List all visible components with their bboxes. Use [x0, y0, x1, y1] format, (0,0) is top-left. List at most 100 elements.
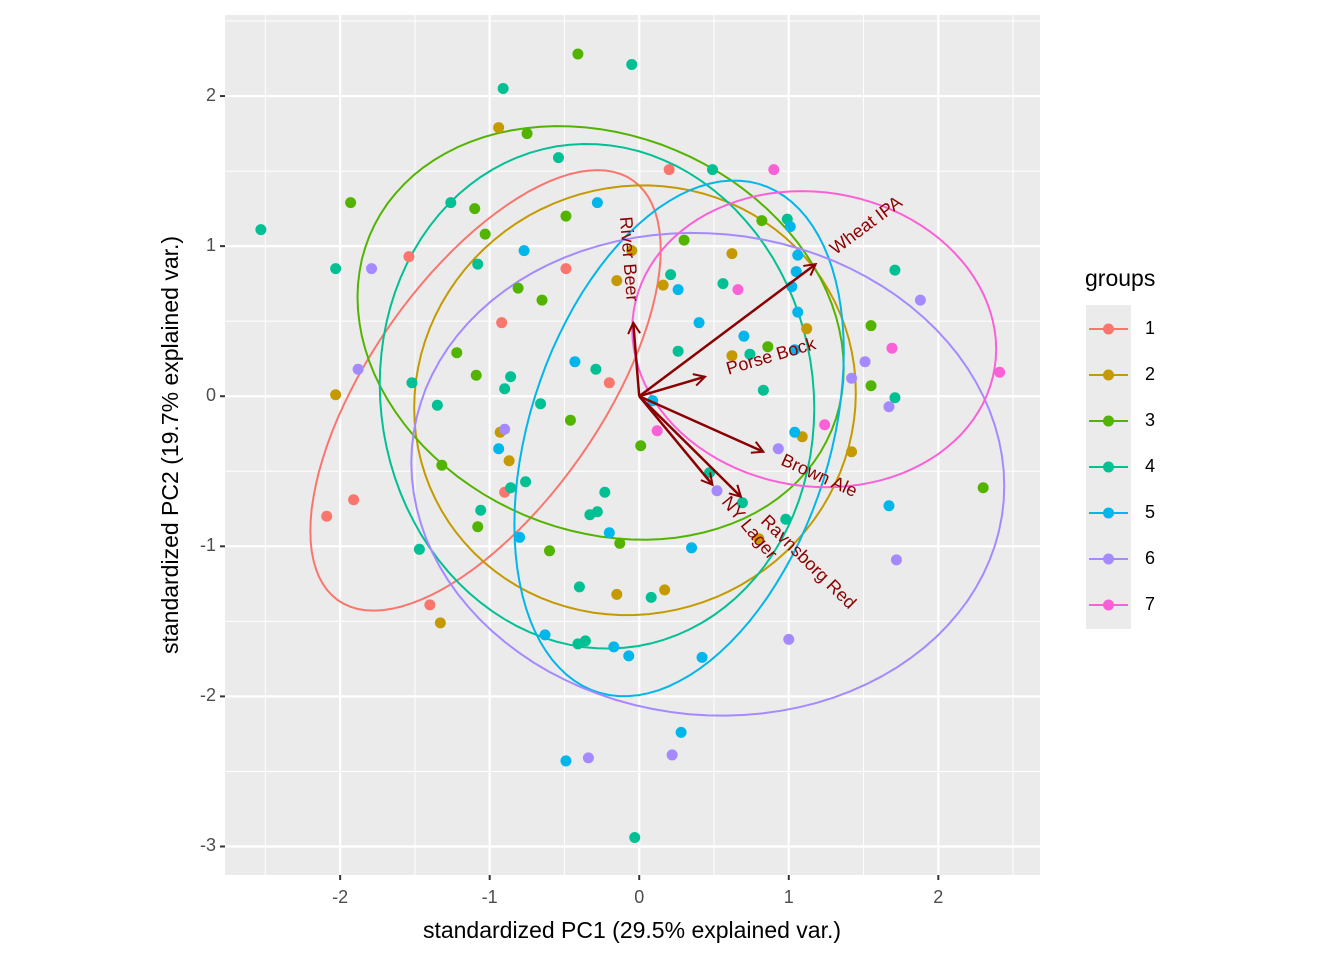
x-tick-label: 1 — [784, 887, 794, 907]
point — [255, 224, 267, 236]
y-tick-label: -3 — [200, 835, 216, 855]
point — [659, 584, 671, 596]
loading-arrow — [638, 264, 815, 398]
point — [505, 371, 517, 383]
group-ellipse — [513, 179, 845, 698]
point — [591, 197, 603, 209]
point — [493, 122, 505, 134]
legend-label: 1 — [1145, 318, 1155, 338]
point — [784, 221, 796, 233]
point — [792, 249, 804, 261]
point — [623, 650, 635, 662]
legend-key-point — [1103, 553, 1114, 565]
loading-arrow — [638, 395, 763, 452]
legend-key-point — [1103, 599, 1114, 611]
point — [801, 323, 813, 335]
point — [560, 263, 572, 275]
legend-key-point — [1103, 461, 1114, 473]
point — [552, 152, 564, 164]
point — [590, 363, 602, 375]
y-tick-label: -1 — [200, 535, 216, 555]
point — [503, 455, 515, 467]
point — [608, 641, 620, 653]
legend-label: 3 — [1145, 410, 1155, 430]
point — [520, 476, 532, 488]
point — [573, 581, 585, 593]
point — [512, 282, 524, 294]
points — [255, 48, 1006, 843]
point — [883, 401, 895, 413]
point — [582, 752, 594, 764]
legend-key-point — [1103, 369, 1114, 381]
point — [572, 48, 584, 60]
point — [436, 459, 448, 471]
point — [321, 510, 333, 522]
point — [603, 377, 615, 389]
point — [434, 617, 446, 629]
point — [757, 384, 769, 396]
point — [914, 294, 926, 306]
point — [890, 554, 902, 566]
point — [611, 275, 623, 287]
y-tick-label: 0 — [206, 385, 216, 405]
y-tick-label: 2 — [206, 85, 216, 105]
group-ellipse — [413, 184, 857, 617]
point — [889, 392, 901, 404]
point — [753, 533, 765, 545]
point — [768, 164, 780, 176]
point — [977, 482, 989, 494]
legend-title: groups — [1085, 265, 1155, 291]
point — [572, 638, 584, 650]
point — [451, 347, 463, 359]
point — [865, 380, 877, 392]
point — [672, 345, 684, 357]
point — [345, 197, 357, 209]
point — [675, 726, 687, 738]
group-ellipse — [356, 125, 845, 541]
point — [665, 269, 677, 281]
point — [445, 197, 457, 209]
point — [424, 599, 436, 611]
point — [626, 245, 638, 257]
point — [783, 633, 795, 645]
point — [539, 629, 551, 641]
legend-key-point — [1103, 415, 1114, 427]
point — [883, 500, 895, 512]
point — [603, 527, 615, 539]
point — [651, 425, 663, 437]
point — [792, 306, 804, 318]
point — [514, 531, 526, 543]
point — [521, 128, 533, 140]
point — [431, 399, 443, 411]
point — [672, 284, 684, 296]
legend-label: 2 — [1145, 364, 1155, 384]
point — [789, 344, 801, 356]
point — [560, 210, 572, 222]
point — [629, 831, 641, 843]
point — [535, 398, 547, 410]
point — [493, 443, 505, 455]
loading-arrow — [638, 377, 705, 398]
point — [472, 258, 484, 270]
point — [330, 263, 342, 275]
point — [330, 389, 342, 401]
point — [772, 443, 784, 455]
point — [693, 317, 705, 329]
point — [635, 440, 647, 452]
point — [403, 251, 415, 263]
point — [666, 749, 678, 761]
point — [762, 341, 774, 353]
point — [865, 320, 877, 332]
x-tick-label: 2 — [933, 887, 943, 907]
legend-label: 6 — [1145, 548, 1155, 568]
point — [479, 228, 491, 240]
point — [518, 245, 530, 257]
y-tick-label: -2 — [200, 685, 216, 705]
point — [366, 263, 378, 275]
point — [859, 356, 871, 368]
point — [736, 497, 748, 509]
axes: -2 -1 0 1 2 -3 -2 -1 0 1 2 — [200, 85, 943, 907]
point — [560, 755, 572, 767]
point — [614, 537, 626, 549]
